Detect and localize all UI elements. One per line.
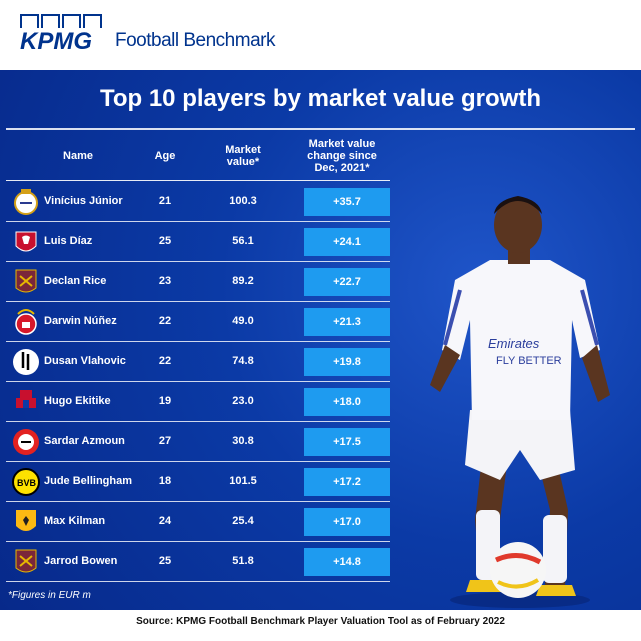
player-age: 24 — [158, 515, 172, 527]
table-row: Dusan Vlahovic 22 74.8 +19.8 — [6, 342, 390, 382]
player-name: Jarrod Bowen — [44, 555, 118, 567]
column-header-value-change: Market value change since Dec, 2021* — [307, 138, 377, 174]
value-change: +18.0 — [304, 388, 390, 416]
table-row: Vinícius Júnior 21 100.3 +35.7 — [6, 182, 390, 222]
player-name: Declan Rice — [44, 275, 107, 287]
player-age: 22 — [158, 355, 172, 367]
product-name: Football Benchmark — [115, 30, 275, 51]
player-name: Dusan Vlahovic — [44, 355, 126, 367]
juventus-crest-icon — [13, 349, 39, 375]
page-title: Top 10 players by market value growth — [99, 85, 542, 112]
table-row: Hugo Ekitike 19 23.0 +18.0 — [6, 382, 390, 422]
table-row: Luis Díaz 25 56.1 +24.1 — [6, 222, 390, 262]
column-header-market-value: Market value* — [225, 144, 261, 168]
market-value: 100.3 — [229, 195, 257, 207]
table-row: Sardar Azmoun 27 30.8 +17.5 — [6, 422, 390, 462]
player-photo: Emirates FLY BETTER — [430, 196, 610, 608]
row-divider — [6, 461, 390, 462]
value-change: +35.7 — [304, 188, 390, 216]
benfica-crest-icon — [15, 309, 37, 335]
table-row: Max Kilman 24 25.4 +17.0 — [6, 502, 390, 542]
header: KPMG Football Benchmark — [0, 0, 641, 70]
player-name: Darwin Núñez — [44, 315, 117, 327]
market-value: 49.0 — [232, 315, 254, 327]
row-divider — [6, 221, 390, 222]
value-change: +22.7 — [304, 268, 390, 296]
title-divider — [6, 128, 635, 130]
player-age: 19 — [158, 395, 172, 407]
row-divider — [6, 501, 390, 502]
kpmg-logo: KPMG — [20, 14, 104, 55]
row-divider — [6, 341, 390, 342]
row-divider — [6, 541, 390, 542]
value-change: +14.8 — [304, 548, 390, 576]
player-age: 27 — [158, 435, 172, 447]
player-age: 22 — [158, 315, 172, 327]
ranking-panel: Top 10 players by market value growth Na… — [0, 70, 641, 610]
svg-text:FLY BETTER: FLY BETTER — [496, 355, 562, 367]
svg-text:Emirates: Emirates — [488, 336, 540, 351]
real-madrid-crest-icon — [14, 189, 38, 215]
market-value: 23.0 — [232, 395, 254, 407]
value-change: +19.8 — [304, 348, 390, 376]
row-divider — [6, 421, 390, 422]
value-change: +17.0 — [304, 508, 390, 536]
market-value: 30.8 — [232, 435, 254, 447]
leverkusen-crest-icon — [13, 429, 39, 455]
player-age: 21 — [158, 195, 172, 207]
row-divider — [6, 301, 390, 302]
row-divider — [6, 261, 390, 262]
value-change: +17.5 — [304, 428, 390, 456]
player-age: 25 — [158, 235, 172, 247]
liverpool-crest-icon — [15, 231, 37, 252]
column-header-name: Name — [63, 150, 93, 162]
column-header-age: Age — [154, 150, 176, 162]
player-name: Max Kilman — [44, 515, 106, 527]
wolves-crest-icon — [16, 510, 36, 531]
value-change: +17.2 — [304, 468, 390, 496]
kpmg-logo-text: KPMG — [20, 28, 92, 55]
player-age: 18 — [158, 475, 172, 487]
kpmg-logo-boxes — [20, 14, 102, 28]
market-value: 74.8 — [232, 355, 254, 367]
player-age: 25 — [158, 555, 172, 567]
table-row: Darwin Núñez 22 49.0 +21.3 — [6, 302, 390, 342]
market-value: 51.8 — [232, 555, 254, 567]
row-divider — [6, 381, 390, 382]
west-ham-crest-icon — [15, 269, 37, 293]
dortmund-crest-icon: BVB — [12, 468, 40, 496]
market-value: 101.5 — [229, 475, 257, 487]
footnote: *Figures in EUR m — [8, 590, 91, 601]
player-name: Sardar Azmoun — [44, 435, 125, 447]
row-divider — [6, 581, 390, 582]
player-name: Hugo Ekitike — [44, 395, 111, 407]
source-note: Source: KPMG Football Benchmark Player V… — [136, 616, 505, 627]
svg-text:BVB: BVB — [17, 478, 37, 488]
header-divider — [6, 180, 390, 181]
value-change: +24.1 — [304, 228, 390, 256]
player-name: Jude Bellingham — [44, 475, 133, 487]
market-value: 25.4 — [232, 515, 254, 527]
value-change: +21.3 — [304, 308, 390, 336]
market-value: 56.1 — [232, 235, 254, 247]
table-row: BVB Jude Bellingham 18 101.5 +17.2 — [6, 462, 390, 502]
player-name: Vinícius Júnior — [44, 195, 123, 207]
reims-crest-icon — [16, 390, 36, 408]
west-ham-crest-icon — [15, 549, 37, 573]
market-value: 89.2 — [232, 275, 254, 287]
player-age: 23 — [158, 275, 172, 287]
player-name: Luis Díaz — [44, 235, 93, 247]
table-row: Declan Rice 23 89.2 +22.7 — [6, 262, 390, 302]
table-row: Jarrod Bowen 25 51.8 +14.8 — [6, 542, 390, 582]
